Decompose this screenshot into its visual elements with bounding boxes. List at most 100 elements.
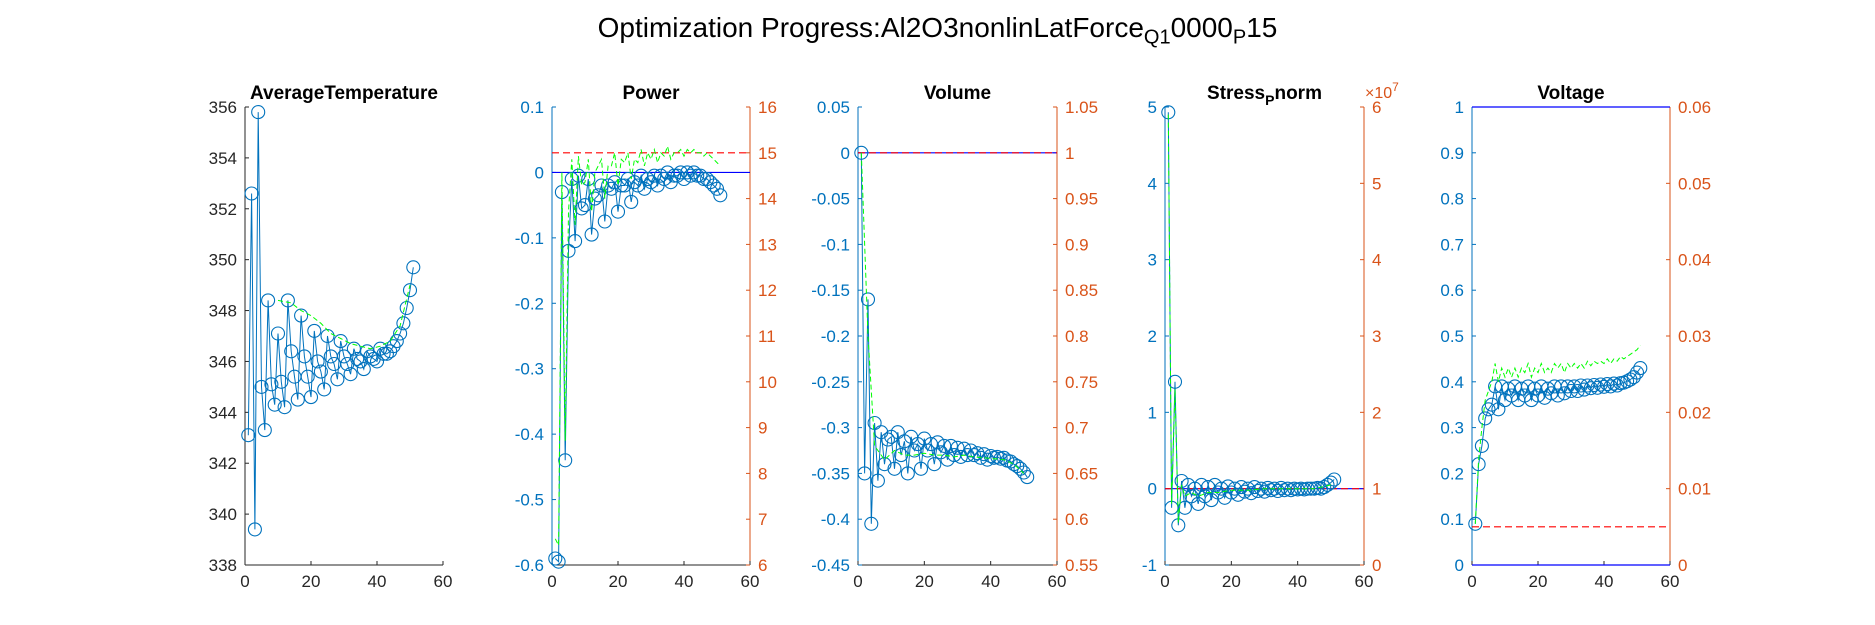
series-line bbox=[860, 152, 1028, 524]
data-point bbox=[963, 443, 978, 458]
y-tick-label: 0.1 bbox=[1440, 510, 1464, 529]
title-mid: 0000 bbox=[1170, 12, 1233, 43]
y2-tick-label: 13 bbox=[758, 235, 777, 254]
data-point bbox=[561, 243, 576, 258]
data-point bbox=[1626, 370, 1641, 385]
data-point bbox=[241, 428, 256, 443]
y2-tick-label: 9 bbox=[758, 419, 767, 438]
data-point bbox=[864, 516, 879, 531]
data-point bbox=[277, 400, 292, 415]
y-tick-label: 0.05 bbox=[817, 98, 850, 117]
y2-tick-label: 0.65 bbox=[1065, 464, 1098, 483]
subplot-title: Voltage bbox=[1537, 83, 1604, 104]
data-point bbox=[261, 293, 276, 308]
data-point bbox=[597, 214, 612, 229]
data-point bbox=[854, 145, 869, 160]
y-tick-label: -0.2 bbox=[821, 327, 850, 346]
x-tick-label: 60 bbox=[1661, 572, 1680, 591]
y2-tick-label: 1 bbox=[1372, 480, 1381, 499]
data-point bbox=[620, 171, 635, 187]
data-point bbox=[900, 466, 915, 481]
y2-exponent-label: ×107 bbox=[1365, 80, 1399, 102]
subplot-title-sub: P bbox=[1265, 92, 1274, 108]
y-tick-label: -0.45 bbox=[811, 556, 850, 575]
data-point bbox=[581, 171, 596, 187]
y2-tick-label: 12 bbox=[758, 281, 777, 300]
data-point bbox=[274, 374, 289, 389]
y-tick-label: 342 bbox=[209, 454, 237, 473]
data-point bbox=[1323, 475, 1338, 490]
data-point bbox=[317, 382, 332, 397]
y2-tick-label: 11 bbox=[758, 327, 776, 346]
y2-tick-label: 7 bbox=[758, 510, 767, 529]
data-point bbox=[640, 171, 655, 187]
data-point bbox=[1557, 386, 1572, 401]
data-point bbox=[607, 175, 622, 190]
data-point bbox=[676, 171, 692, 187]
data-point bbox=[990, 449, 1005, 464]
green-dashed-series bbox=[1474, 344, 1641, 524]
y-tick-label: 354 bbox=[209, 149, 237, 168]
y2-tick-label: 0.8 bbox=[1065, 327, 1089, 346]
y2-tick-label: 4 bbox=[1372, 251, 1381, 270]
y-tick-label: 0 bbox=[841, 144, 850, 163]
data-point bbox=[624, 194, 639, 209]
y-tick-label: 2 bbox=[1148, 327, 1157, 346]
subplot-title-main: Stress bbox=[1207, 83, 1265, 104]
y-tick-label: -0.4 bbox=[515, 425, 544, 444]
data-point bbox=[937, 438, 952, 453]
data-point bbox=[857, 466, 872, 481]
y2-tick-label: 6 bbox=[1372, 98, 1381, 117]
data-point bbox=[290, 392, 305, 407]
y2-tick-label: 0.01 bbox=[1678, 480, 1711, 499]
y-tick-label: 340 bbox=[209, 505, 237, 524]
data-point bbox=[996, 450, 1011, 465]
y-tick-label: -0.1 bbox=[515, 229, 544, 248]
y-tick-label: -0.15 bbox=[811, 281, 850, 300]
data-point bbox=[1540, 381, 1555, 396]
y-tick-label: 0.6 bbox=[1440, 281, 1464, 300]
data-point bbox=[960, 448, 975, 463]
data-point bbox=[970, 446, 985, 461]
y-tick-label: -0.25 bbox=[811, 373, 850, 392]
y2-tick-label: 14 bbox=[758, 190, 777, 209]
y-tick-label: 0 bbox=[1148, 480, 1157, 499]
data-point bbox=[350, 351, 365, 366]
data-point bbox=[333, 334, 348, 349]
subplot-title: StressPnorm bbox=[1207, 83, 1322, 108]
data-point bbox=[950, 440, 965, 455]
title-sub-p: P bbox=[1232, 26, 1247, 49]
data-point bbox=[1481, 402, 1496, 417]
data-point bbox=[1610, 378, 1625, 393]
y-tick-label: 5 bbox=[1148, 98, 1157, 117]
y-tick-label: 0.9 bbox=[1440, 144, 1464, 163]
data-point bbox=[356, 362, 371, 377]
data-point bbox=[967, 448, 982, 463]
data-point bbox=[643, 175, 659, 190]
y-tick-label: 0.7 bbox=[1440, 235, 1464, 254]
data-point bbox=[564, 171, 579, 187]
y2-tick-label: 10 bbox=[758, 373, 777, 392]
data-point bbox=[307, 323, 322, 338]
x-tick-label: 0 bbox=[240, 572, 249, 591]
y2-tick-label: 15 bbox=[758, 144, 777, 163]
y2-tick-label: 0.6 bbox=[1065, 510, 1089, 529]
data-point bbox=[396, 316, 411, 331]
data-point bbox=[880, 432, 895, 447]
data-point bbox=[1491, 402, 1506, 417]
subplot-title-after: norm bbox=[1274, 83, 1322, 104]
x-tick-label: 60 bbox=[434, 572, 453, 591]
x-tick-label: 60 bbox=[741, 572, 760, 591]
data-point bbox=[706, 178, 721, 193]
subplot-2: 0 20 40 60 -0.6 -0.5 -0.4 -0.3 -0.2 -0.1 0 0.1 6 7 8 9 1… bbox=[515, 83, 777, 591]
data-point bbox=[300, 369, 315, 384]
data-point bbox=[686, 165, 701, 180]
y2-tick-label: 0 bbox=[1372, 556, 1381, 575]
data-point bbox=[393, 326, 408, 341]
y-tick-label: -1 bbox=[1142, 556, 1157, 575]
data-point bbox=[247, 522, 262, 537]
subplot-title: Power bbox=[622, 83, 680, 104]
y2-tick-label: 2 bbox=[1372, 403, 1381, 422]
data-point bbox=[551, 554, 566, 569]
